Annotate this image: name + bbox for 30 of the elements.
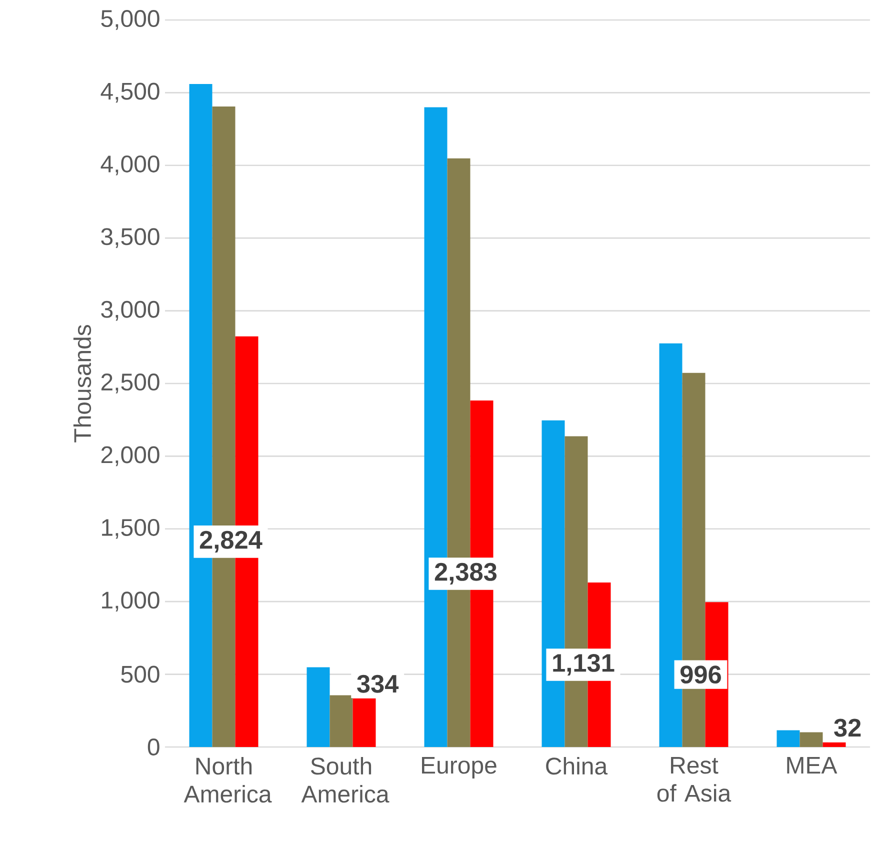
bar bbox=[776, 730, 800, 747]
bar bbox=[822, 742, 846, 747]
y-tick-label: 5,000 bbox=[101, 10, 160, 30]
x-tick-label: China bbox=[546, 757, 608, 775]
x-tick-label: South America bbox=[301, 757, 390, 803]
bar bbox=[800, 732, 823, 747]
x-tick-label: Rest of Asia bbox=[657, 757, 732, 802]
data-label: 2,824 bbox=[200, 530, 262, 552]
y-tick-label: 0 bbox=[148, 738, 160, 756]
data-label: 1,131 bbox=[553, 654, 614, 676]
y-tick-label: 1,500 bbox=[102, 518, 160, 539]
data-label: 996 bbox=[680, 666, 721, 684]
y-tick-label: 4,500 bbox=[100, 82, 160, 103]
y-axis-title: Thousands bbox=[73, 324, 92, 442]
bar bbox=[330, 695, 353, 747]
x-tick-label: North America bbox=[184, 757, 272, 803]
data-label: 32 bbox=[834, 718, 861, 737]
y-tick-label: 2,000 bbox=[101, 446, 160, 466]
y-tick-label: 2,500 bbox=[101, 374, 160, 394]
bar bbox=[659, 343, 682, 747]
data-label: 2,383 bbox=[434, 562, 497, 585]
y-tick-label: 4,000 bbox=[100, 155, 160, 176]
data-label: 334 bbox=[357, 674, 399, 693]
y-tick-label: 1,000 bbox=[102, 592, 160, 612]
bar bbox=[306, 667, 330, 747]
x-tick-label: Europe bbox=[422, 757, 496, 779]
y-tick-label: 3,500 bbox=[101, 228, 160, 248]
x-tick-label: MEA bbox=[787, 757, 838, 774]
y-tick-label: 500 bbox=[121, 666, 160, 683]
y-tick-label: 3,000 bbox=[101, 300, 160, 321]
